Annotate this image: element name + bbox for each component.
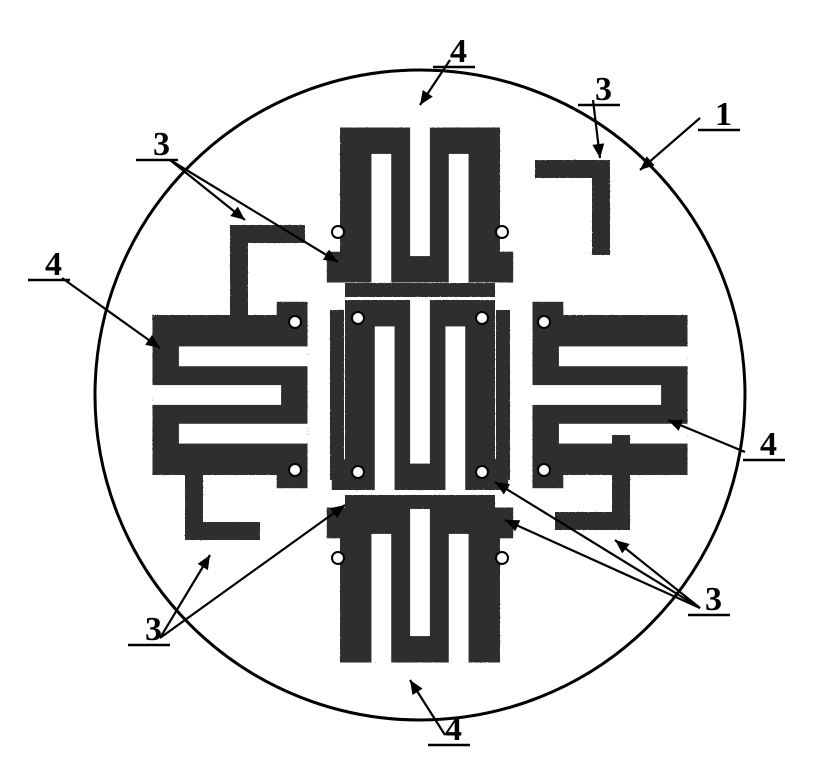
meander-left: [153, 302, 308, 488]
pin-hole-0: [332, 226, 344, 238]
label-L3c: 3: [705, 581, 722, 618]
label-L3d: 3: [145, 611, 162, 648]
meander-center: [332, 300, 508, 490]
leader-L3b: [170, 160, 245, 220]
pin-hole-2: [289, 316, 301, 328]
pin-hole-6: [332, 552, 344, 564]
pin-hole-8: [352, 312, 364, 324]
meander-bottom: [327, 508, 513, 663]
label-L4d: 4: [445, 711, 462, 748]
diagram-canvas: 1 3 4 3 4 4 3 3 4: [0, 0, 831, 759]
meander-right: [533, 302, 688, 488]
pin-hole-7: [496, 552, 508, 564]
pin-hole-11: [476, 466, 488, 478]
leader-L3c: [495, 482, 700, 608]
pin-hole-3: [289, 464, 301, 476]
label-L4c: 4: [760, 426, 777, 463]
meander-top: [327, 128, 513, 283]
label-L1: 1: [715, 96, 732, 133]
label-L4b: 4: [45, 246, 62, 283]
label-L3b: 3: [153, 126, 170, 163]
leader-L3b: [170, 160, 338, 262]
leader-L4b: [62, 278, 160, 348]
pin-hole-4: [538, 316, 550, 328]
pin-hole-10: [352, 466, 364, 478]
bar-top: [345, 283, 495, 297]
l-bracket-outer-tr: [535, 160, 610, 255]
leader-L3d: [160, 555, 210, 638]
pin-hole-9: [476, 312, 488, 324]
bar-bottom: [345, 495, 495, 509]
leader-L3c: [505, 520, 700, 608]
pin-hole-5: [538, 464, 550, 476]
label-L3a: 3: [595, 71, 612, 108]
label-L4a: 4: [450, 33, 467, 70]
pin-hole-1: [496, 226, 508, 238]
bar-right: [496, 310, 510, 480]
bar-left: [330, 310, 344, 480]
leader-L3c: [615, 540, 700, 608]
